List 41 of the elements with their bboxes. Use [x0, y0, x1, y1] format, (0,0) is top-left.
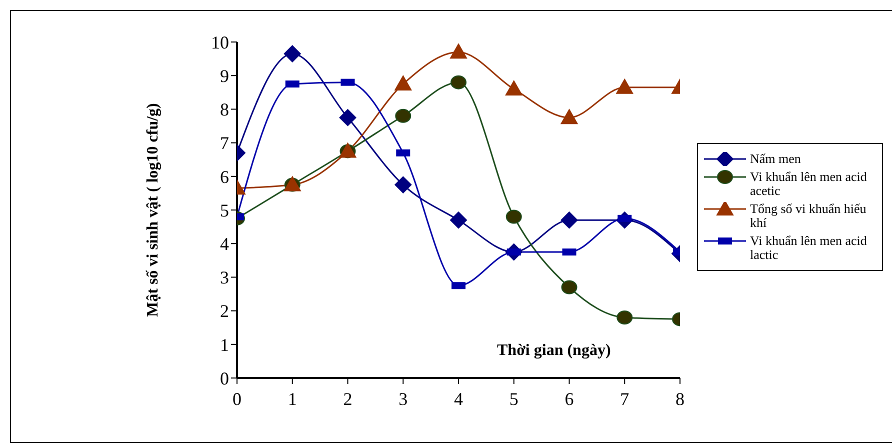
y-tick-label: 4: [220, 234, 229, 254]
legend-label: Nấm men: [750, 151, 801, 166]
y-tick-label: 8: [220, 100, 229, 120]
legend-label: Tổng số vi khuẩn hiếu khí: [750, 201, 868, 230]
y-tick-label: 3: [220, 268, 229, 288]
y-axis-title: Mật số vi sinh vật ( log10 cfu/g): [144, 103, 162, 317]
point: [450, 212, 467, 229]
point: [395, 108, 412, 123]
x-tick-label: 6: [564, 388, 574, 409]
legend-label: Vi khuẩn lên men acid acetic: [750, 169, 868, 198]
x-axis-title: Thời gian (ngày): [497, 342, 611, 360]
y-tick-label: 6: [220, 166, 229, 187]
point: [616, 78, 634, 94]
point: [616, 310, 633, 325]
point: [560, 109, 578, 124]
x-tick-label: 5: [509, 388, 518, 409]
point: [284, 45, 301, 62]
point: [450, 75, 466, 90]
x-tick-label: 7: [620, 388, 630, 409]
x-tick-label: 8: [676, 388, 684, 409]
y-tick-label: 2: [220, 301, 229, 322]
point: [506, 210, 522, 224]
y-tick-label: 5: [220, 200, 229, 220]
y-tick-label: 1: [220, 334, 229, 355]
point: [560, 212, 578, 229]
point: [505, 80, 522, 96]
point: [561, 280, 578, 294]
y-tick-label: 9: [220, 66, 229, 86]
point: [339, 109, 356, 126]
x-tick-label: 3: [398, 388, 408, 409]
point: [450, 44, 467, 59]
point: [394, 76, 412, 90]
legend-label: Vi khuẩn lên men acid lactic: [750, 233, 868, 262]
y-tick-label: 10: [211, 32, 229, 52]
x-tick-label: 0: [232, 388, 242, 409]
y-tick-label: 0: [220, 368, 229, 388]
x-tick-label: 1: [288, 388, 297, 409]
y-tick-label: 7: [220, 133, 229, 154]
x-tick-label: 4: [454, 388, 463, 409]
x-tick-label: 2: [343, 388, 352, 409]
point: [394, 176, 412, 194]
